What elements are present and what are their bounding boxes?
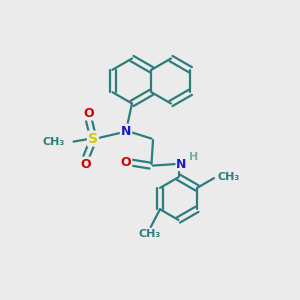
Text: H: H xyxy=(189,152,198,162)
Text: O: O xyxy=(80,158,91,171)
Text: CH₃: CH₃ xyxy=(138,229,160,239)
Text: N: N xyxy=(176,158,187,171)
Text: CH₃: CH₃ xyxy=(42,136,64,147)
Text: O: O xyxy=(121,156,131,169)
Text: O: O xyxy=(83,106,94,120)
Text: S: S xyxy=(88,132,98,145)
Text: CH₃: CH₃ xyxy=(217,172,239,182)
Text: N: N xyxy=(121,124,131,138)
